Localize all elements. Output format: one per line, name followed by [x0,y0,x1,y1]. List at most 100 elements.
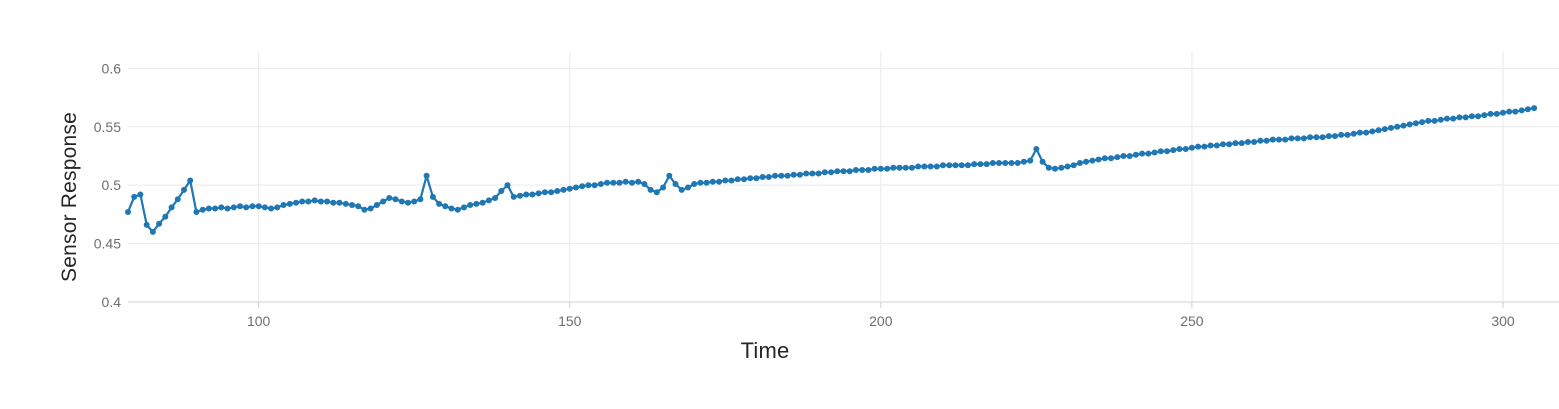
data-point-marker [796,171,803,178]
data-point-marker [504,182,511,189]
data-point-marker [877,165,884,172]
data-point-marker [1188,144,1195,151]
data-point-marker [871,165,878,172]
data-point-marker [317,198,324,205]
data-point-marker [741,176,747,183]
data-point-marker [697,179,704,186]
data-point-marker [610,179,617,186]
data-point-marker [1468,113,1475,120]
data-point-marker [784,172,791,179]
data-point-marker [1033,146,1040,152]
data-point-marker [641,181,648,187]
data-point-marker [336,199,343,206]
data-point-marker [330,199,337,206]
data-point-marker [691,181,698,187]
data-point-marker [865,167,872,173]
data-point-marker [429,193,436,200]
data-point-marker [125,209,131,215]
data-point-marker [1356,129,1363,136]
data-point-marker [467,202,474,208]
data-point-marker [921,163,928,170]
data-point-marker [1232,140,1239,147]
data-point-marker [1108,155,1114,162]
data-point-marker [821,169,828,176]
data-point-marker [212,205,219,212]
data-point-marker [448,205,455,212]
data-point-marker [1524,106,1531,113]
data-point-marker [1375,127,1382,134]
data-point-marker [1388,124,1394,131]
data-point-marker [1400,122,1407,129]
data-point-marker [908,164,915,171]
data-point-marker [1226,141,1233,148]
data-point-marker [361,206,368,213]
data-point-marker [778,172,785,179]
data-point-marker [1282,136,1289,143]
data-point-marker [1045,164,1052,171]
data-point-marker [1101,155,1108,162]
data-point-marker [1244,139,1251,145]
data-point-marker [585,182,592,189]
data-point-marker [423,172,430,179]
data-point-marker [174,196,181,203]
data-point-marker [398,198,405,205]
data-point-marker [386,195,393,201]
data-point-marker [205,205,212,212]
data-point-marker [143,221,150,228]
data-point-marker [1419,119,1426,126]
data-point-marker [647,186,654,193]
data-point-marker [442,203,449,210]
data-point-marker [964,162,971,169]
data-point-marker [1481,112,1488,119]
data-point-marker [1020,158,1027,165]
data-point-marker [1425,117,1432,124]
data-point-marker [989,160,996,166]
data-point-marker [485,197,492,204]
data-point-marker [1157,148,1164,155]
data-point-marker [1170,147,1177,154]
data-point-marker [566,185,573,192]
data-point-marker [436,200,443,207]
x-axis-title: Time [740,338,790,363]
x-tick-label: 200 [869,313,893,329]
data-point-marker [1251,139,1258,145]
x-tick-label: 300 [1491,313,1515,329]
data-point-marker [1257,137,1264,144]
x-tick-label: 150 [558,313,582,329]
data-point-marker [237,203,243,210]
data-point-marker [367,205,374,212]
data-point-marker [523,191,530,198]
data-point-marker [1381,126,1388,133]
data-point-marker [156,220,163,227]
data-point-marker [747,175,754,182]
data-point-marker [709,178,716,185]
data-point-marker [224,205,231,212]
data-point-marker [187,177,194,184]
data-point-marker [355,203,362,210]
data-point-marker [560,186,567,193]
data-point-marker [1406,121,1413,128]
data-point-marker [1369,128,1376,135]
data-point-marker [809,170,816,177]
data-point-marker [1176,146,1183,152]
data-point-marker [1288,135,1295,142]
data-point-marker [417,196,424,203]
data-point-marker [1201,143,1208,150]
data-point-marker [927,163,934,170]
data-point-marker [473,200,480,207]
data-point-marker [946,162,953,169]
data-point-marker [734,176,741,183]
data-point-marker [1238,140,1245,147]
data-point-marker [373,202,380,208]
y-axis-title: Sensor Response [58,112,81,282]
data-point-marker [286,200,293,207]
data-point-marker [1002,160,1009,166]
gridlines [128,52,1559,303]
x-tick-label: 250 [1180,313,1204,329]
data-point-marker [492,195,499,201]
data-point-marker [274,204,281,211]
data-point-marker [1487,110,1494,117]
data-point-marker [672,181,679,187]
data-point-marker [342,200,349,207]
y-tick-label: 0.55 [94,119,121,135]
